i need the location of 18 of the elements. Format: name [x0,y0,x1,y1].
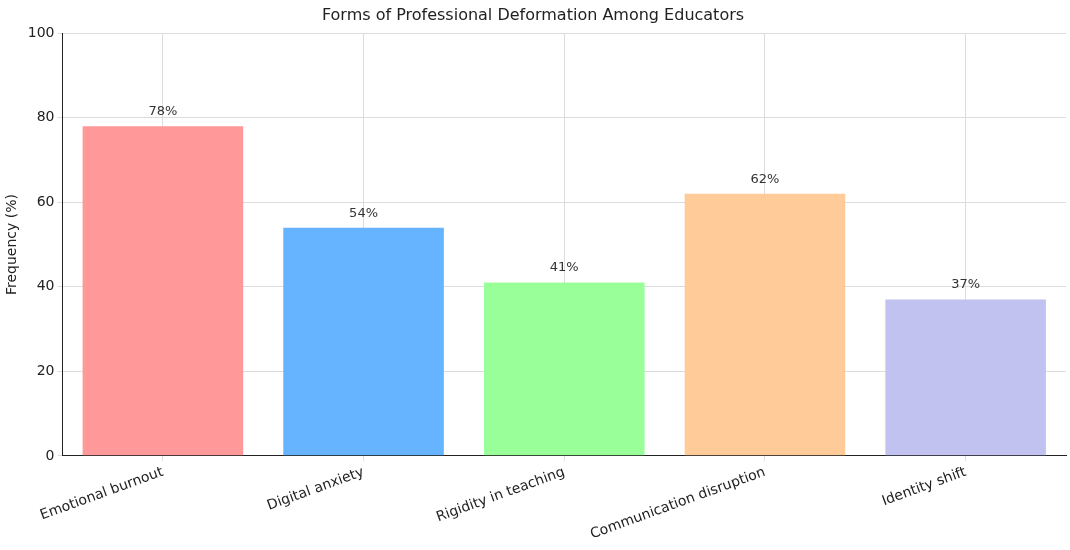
bar [483,282,645,456]
y-tick-label: 80 [36,108,55,125]
y-tick-label: 0 [45,446,55,463]
bar [283,227,444,456]
data-label: 41% [549,259,579,275]
chart-title: Forms of Professional Deformation Among Educators [321,4,745,24]
data-label: 62% [750,170,780,186]
data-label: 78% [148,103,178,119]
y-axis-title: Frequency (%) [3,194,20,296]
y-tick-label: 60 [36,192,55,209]
bar [82,126,244,456]
bar [885,299,1046,456]
data-label: 54% [349,204,379,220]
bar [684,193,846,456]
y-tick-label: 40 [36,277,55,294]
data-label: 37% [951,276,981,292]
y-tick-label: 100 [27,23,55,40]
y-tick-label: 20 [36,361,55,378]
